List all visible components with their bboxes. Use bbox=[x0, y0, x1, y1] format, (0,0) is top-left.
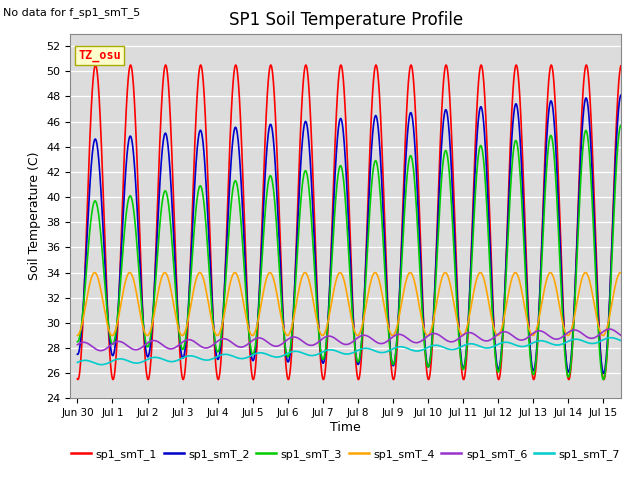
Text: TZ_osu: TZ_osu bbox=[78, 48, 121, 62]
X-axis label: Time: Time bbox=[330, 421, 361, 434]
Text: No data for f_sp1_smT_5: No data for f_sp1_smT_5 bbox=[3, 7, 140, 18]
Title: SP1 Soil Temperature Profile: SP1 Soil Temperature Profile bbox=[228, 11, 463, 29]
Y-axis label: Soil Temperature (C): Soil Temperature (C) bbox=[28, 152, 41, 280]
Legend: sp1_smT_1, sp1_smT_2, sp1_smT_3, sp1_smT_4, sp1_smT_6, sp1_smT_7: sp1_smT_1, sp1_smT_2, sp1_smT_3, sp1_smT… bbox=[67, 444, 625, 464]
